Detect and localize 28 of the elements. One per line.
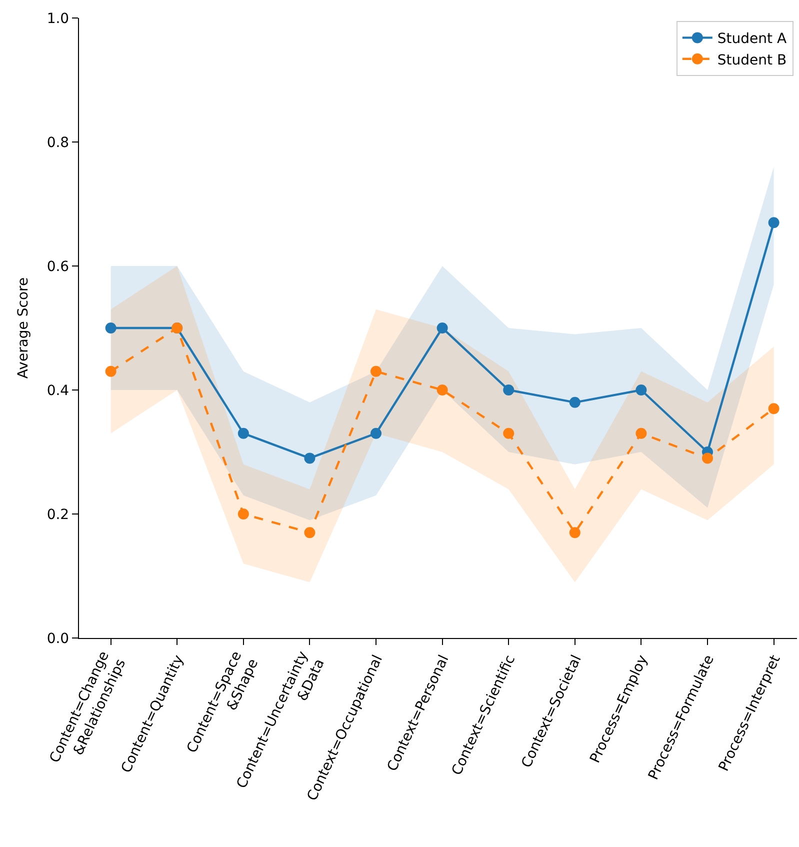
point: [304, 452, 316, 464]
point: [105, 366, 116, 377]
point: [768, 403, 780, 414]
y-tick-label: 1.0: [46, 10, 70, 27]
y-tick-label: 0.0: [46, 630, 70, 647]
point: [436, 384, 448, 396]
point: [636, 384, 647, 396]
y-axis-title: Average Score: [15, 277, 32, 379]
point: [768, 217, 780, 228]
y-tick-label: 0.8: [46, 134, 70, 151]
point: [304, 527, 316, 538]
point: [370, 366, 382, 377]
point: [105, 322, 116, 334]
legend-label: Student A: [717, 31, 787, 48]
point: [569, 396, 580, 408]
point: [503, 428, 514, 439]
point: [503, 384, 514, 396]
point: [370, 428, 382, 439]
point: [238, 508, 249, 520]
y-tick-label: 0.2: [46, 506, 70, 523]
legend-label: Student B: [717, 52, 787, 68]
point: [436, 322, 448, 334]
point: [702, 452, 713, 464]
point: [238, 428, 249, 439]
y-tick-label: 0.6: [46, 258, 70, 275]
point: [569, 527, 580, 538]
y-tick-label: 0.4: [46, 382, 70, 399]
point: [636, 428, 647, 439]
